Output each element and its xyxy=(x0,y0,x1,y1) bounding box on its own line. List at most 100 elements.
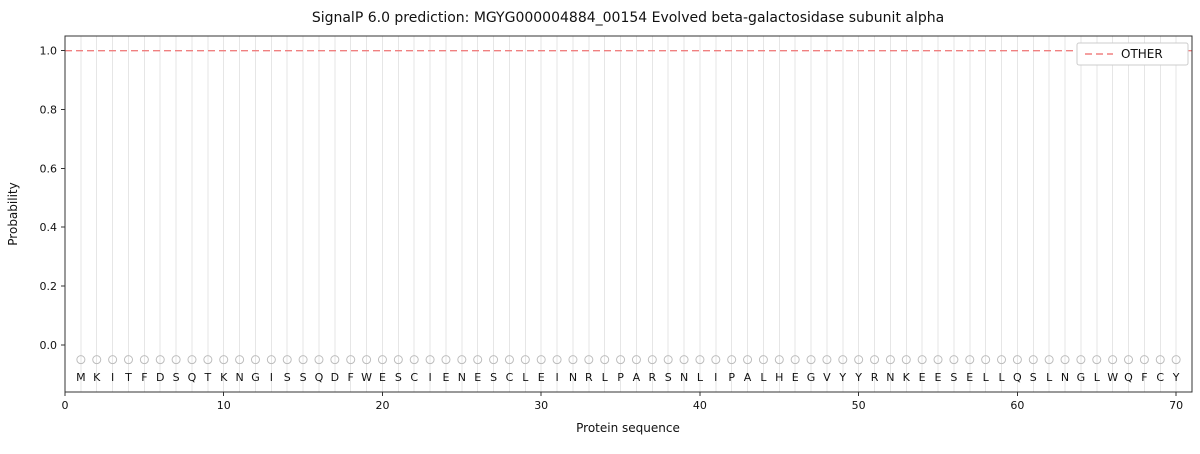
residue-letter: S xyxy=(665,371,672,384)
residue-letter: C xyxy=(506,371,514,384)
residue-marker xyxy=(790,355,800,365)
residue-letter: Y xyxy=(838,371,846,384)
residue-marker xyxy=(1171,355,1181,365)
residue-letter: A xyxy=(633,371,641,384)
residue-letter: W xyxy=(1107,371,1118,384)
residue-marker xyxy=(362,355,372,365)
text-layer: SignalP 6.0 prediction: MGYG000004884_00… xyxy=(6,10,944,435)
residue-marker xyxy=(1092,355,1102,365)
residue-marker xyxy=(155,355,165,365)
residue-marker xyxy=(774,355,784,365)
legend: OTHER xyxy=(1076,42,1189,66)
residue-letter: L xyxy=(983,371,990,384)
residue-marker xyxy=(504,355,514,365)
residue-letter: K xyxy=(903,371,911,384)
residue-marker xyxy=(901,355,911,365)
residue-letter: I xyxy=(555,371,558,384)
residue-marker xyxy=(1028,355,1038,365)
residue-letter: N xyxy=(569,371,577,384)
residue-marker xyxy=(965,355,975,365)
residue-letter: N xyxy=(886,371,894,384)
residue-marker xyxy=(76,355,86,365)
residue-marker xyxy=(346,355,356,365)
residue-marker xyxy=(727,355,737,365)
residue-marker xyxy=(425,355,435,365)
residue-letter: T xyxy=(203,371,211,384)
residue-marker xyxy=(187,355,197,365)
residue-letter: Q xyxy=(1013,371,1022,384)
residue-letter: K xyxy=(220,371,228,384)
y-tick-label: 0.4 xyxy=(40,221,58,234)
residue-letter: R xyxy=(871,371,879,384)
residue-marker xyxy=(314,355,324,365)
residue-letter: R xyxy=(585,371,593,384)
residue-letter: D xyxy=(156,371,164,384)
residue-letter: P xyxy=(617,371,624,384)
residue-marker xyxy=(711,355,721,365)
residue-marker xyxy=(616,355,626,365)
residue-marker xyxy=(806,355,816,365)
residue-marker xyxy=(282,355,292,365)
residue-letter: S xyxy=(490,371,497,384)
x-tick-label: 60 xyxy=(1010,399,1024,412)
residue-letter: I xyxy=(428,371,431,384)
residue-marker xyxy=(568,355,578,365)
residue-letter: L xyxy=(602,371,609,384)
residue-marker xyxy=(838,355,848,365)
residue-marker xyxy=(917,355,927,365)
residue-marker xyxy=(584,355,594,365)
residue-marker xyxy=(1076,355,1086,365)
residue-marker xyxy=(409,355,419,365)
x-tick-label: 50 xyxy=(852,399,866,412)
y-tick-label: 0.0 xyxy=(40,339,58,352)
residue-marker xyxy=(1044,355,1054,365)
residue-letter: N xyxy=(235,371,243,384)
residue-letter: S xyxy=(395,371,402,384)
residue-marker xyxy=(489,355,499,365)
residue-letter: G xyxy=(1077,371,1086,384)
residue-letter: N xyxy=(1061,371,1069,384)
residue-marker xyxy=(695,355,705,365)
residue-letter: F xyxy=(141,371,147,384)
residue-marker xyxy=(997,355,1007,365)
axes-layer: 0 10 20 30 40 50 60 70 0.0 0.2 0.4 0.6 0.8 1.0 xyxy=(40,35,1193,412)
residue-marker xyxy=(250,355,260,365)
chart-title: SignalP 6.0 prediction: MGYG000004884_00… xyxy=(312,10,944,26)
gridline-layer xyxy=(80,36,1177,392)
residue-marker xyxy=(933,355,943,365)
residue-letter: D xyxy=(331,371,339,384)
x-axis-label: Protein sequence xyxy=(576,421,680,435)
residue-letter: I xyxy=(270,371,273,384)
x-tick-label: 20 xyxy=(375,399,389,412)
residue-letter: G xyxy=(807,371,816,384)
residue-letter: E xyxy=(919,371,926,384)
residue-marker xyxy=(377,355,387,365)
residue-marker xyxy=(600,355,610,365)
residue-letter: I xyxy=(714,371,717,384)
residue-marker-layer xyxy=(76,355,1181,365)
residue-letter: C xyxy=(410,371,418,384)
residue-marker xyxy=(139,355,149,365)
residue-marker xyxy=(647,355,657,365)
residue-marker xyxy=(266,355,276,365)
residue-marker xyxy=(536,355,546,365)
residue-letter: C xyxy=(1156,371,1164,384)
residue-letter: F xyxy=(348,371,354,384)
residue-letter: Q xyxy=(188,371,197,384)
x-tick-label: 0 xyxy=(62,399,69,412)
residue-letter: G xyxy=(251,371,260,384)
residue-marker xyxy=(171,355,181,365)
legend-entry-other: OTHER xyxy=(1121,47,1163,61)
residue-letter: Y xyxy=(854,371,862,384)
residue-marker xyxy=(235,355,245,365)
y-tick-label: 0.8 xyxy=(40,104,58,117)
y-tick-label: 1.0 xyxy=(40,45,58,58)
x-tick-label: 10 xyxy=(217,399,231,412)
residue-letter: A xyxy=(744,371,752,384)
residue-marker xyxy=(870,355,880,365)
residue-marker xyxy=(758,355,768,365)
residue-marker xyxy=(854,355,864,365)
residue-marker xyxy=(473,355,483,365)
residue-letter: E xyxy=(792,371,799,384)
